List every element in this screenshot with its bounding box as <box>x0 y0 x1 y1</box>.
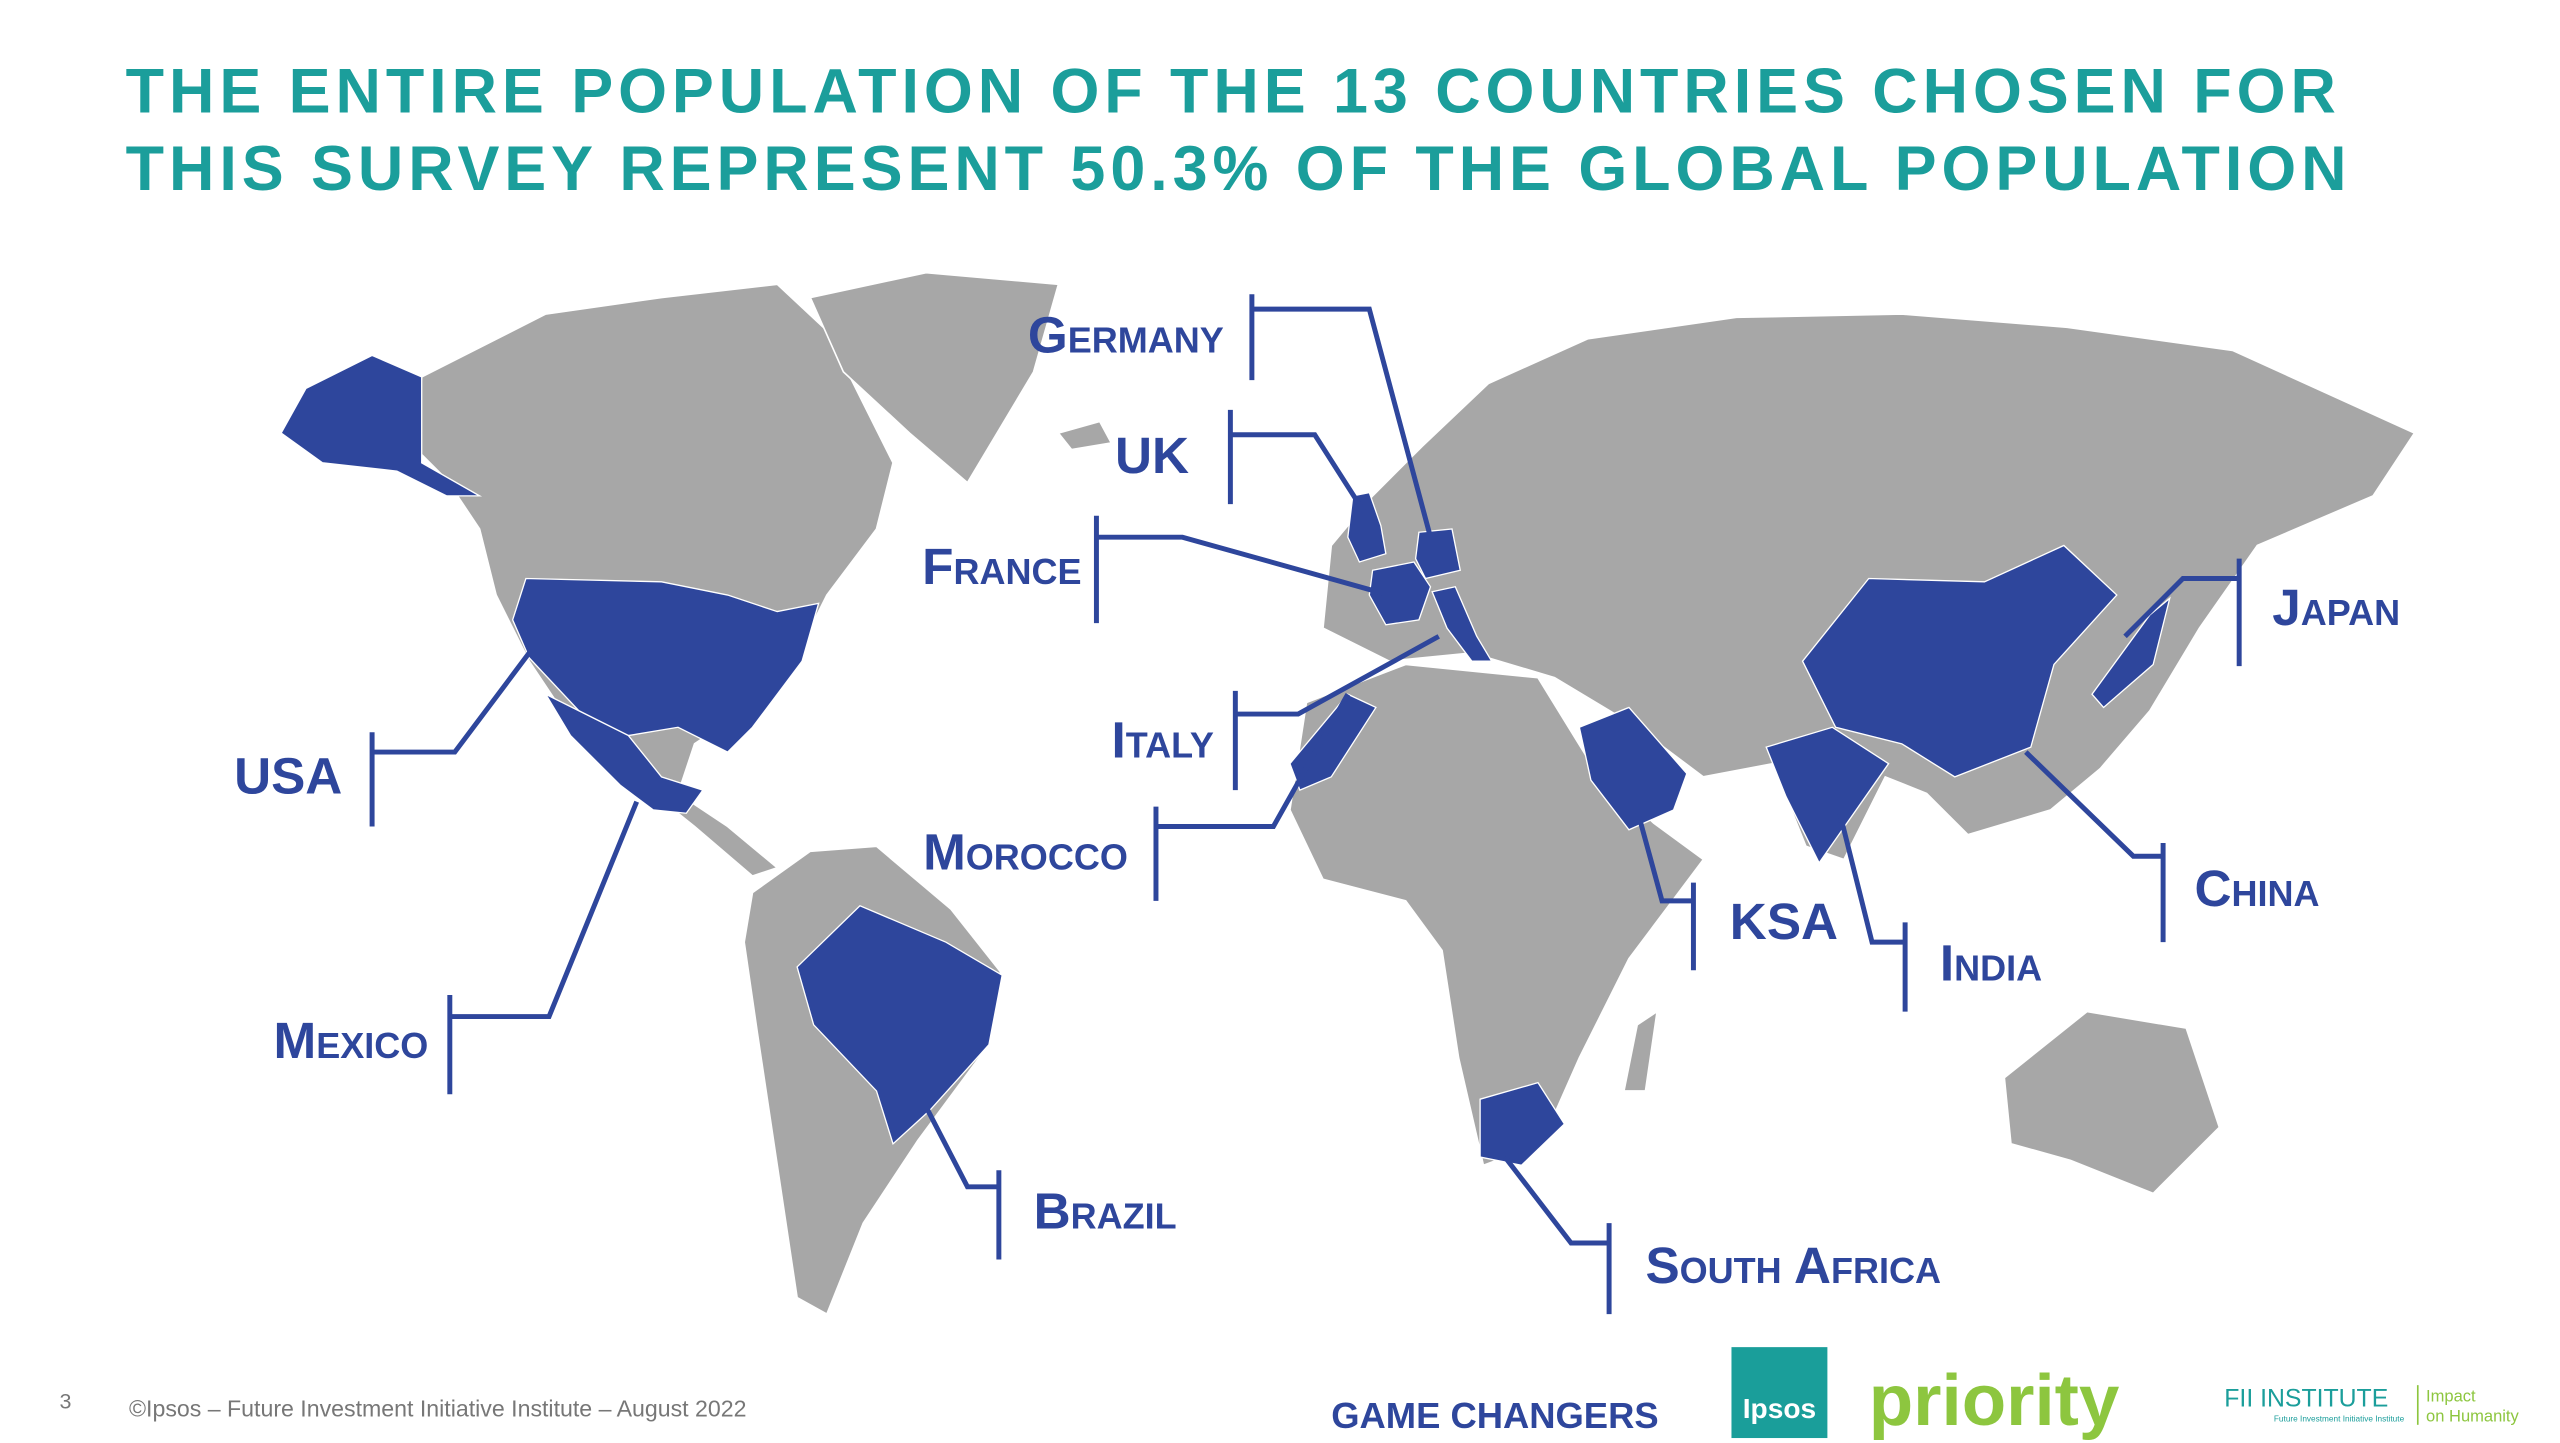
germany <box>1414 528 1462 580</box>
world-map <box>280 271 2416 1316</box>
leader-line <box>1093 515 1390 624</box>
country-label: Brazil <box>1034 1182 1177 1239</box>
leader-line <box>1502 1155 1612 1315</box>
uk <box>1347 491 1387 563</box>
madagascar <box>1622 1009 1659 1092</box>
impact-line: on Humanity <box>2426 1407 2519 1426</box>
india <box>1765 726 1890 865</box>
leader-line <box>1634 809 1696 971</box>
ipsos-box <box>1731 1347 1828 1439</box>
title-line: THIS SURVEY REPRESENT 50.3% OF THE GLOBA… <box>126 134 2352 204</box>
country-label: Germany <box>1028 306 1224 363</box>
country-label: UK <box>1115 427 1189 484</box>
leader-line <box>1227 409 1367 514</box>
south-africa <box>1479 1081 1566 1167</box>
leader-line <box>1153 693 1350 901</box>
leader-line <box>2123 558 2242 667</box>
country-label: China <box>2195 860 2320 917</box>
country-label: India <box>1940 934 2042 991</box>
game-changers-logo: GAME CHANGERS <box>1331 1395 1658 1436</box>
alaska <box>280 354 483 497</box>
country-label: Mexico <box>274 1012 429 1069</box>
mexico <box>544 692 704 814</box>
title-line: THE ENTIRE POPULATION OF THE 13 COUNTRIE… <box>126 56 2341 126</box>
leader-line <box>447 800 639 1095</box>
country-label: France <box>922 538 1081 595</box>
country-label: Morocco <box>923 824 1128 881</box>
leader-line <box>915 1089 1002 1260</box>
country-label: USA <box>234 748 342 805</box>
leader-line <box>369 651 532 827</box>
italy <box>1431 586 1493 662</box>
copyright: ©Ipsos – Future Investment Initiative In… <box>129 1396 747 1422</box>
saudi-arabia <box>1578 706 1688 831</box>
impact-line: Impact <box>2426 1387 2476 1406</box>
country-label: South Africa <box>1645 1237 1941 1294</box>
iceland <box>1056 420 1113 451</box>
france <box>1368 561 1432 626</box>
country-label: Japan <box>2272 579 2400 636</box>
page-number: 3 <box>60 1389 72 1413</box>
country-label: KSA <box>1730 893 1838 950</box>
brazil <box>796 905 1003 1146</box>
leader-line <box>2024 750 2166 943</box>
ipsos-logo: Ipsos <box>1743 1393 1816 1424</box>
leader-line <box>1836 809 1908 1012</box>
priority-logo: priority <box>1869 1360 2120 1441</box>
country-labels: Germany UK France Italy Morocco USA Mexico Braz… <box>234 294 2400 1315</box>
country-label: Italy <box>1112 711 1214 768</box>
leader-line <box>1232 634 1440 791</box>
japan <box>2091 596 2171 709</box>
footer: 3 ©Ipsos – Future Investment Initiative … <box>60 1347 2520 1441</box>
fii-logo: FII INSTITUTE <box>2224 1386 2388 1413</box>
australia <box>2003 1010 2221 1195</box>
fii-sub: Future Investment Initiative Institute <box>2274 1415 2405 1424</box>
leader-line <box>1249 294 1433 538</box>
greenland <box>809 271 1060 484</box>
china <box>1801 544 2118 778</box>
usa <box>511 577 820 753</box>
